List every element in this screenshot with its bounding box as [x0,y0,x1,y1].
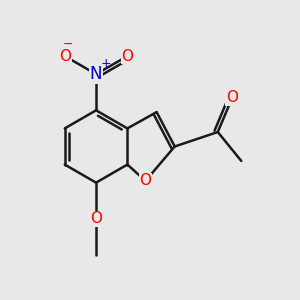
Text: O: O [226,90,238,105]
Text: +: + [100,57,111,70]
Text: O: O [122,49,134,64]
Text: −: − [63,38,73,51]
Text: O: O [59,49,71,64]
Text: N: N [90,65,102,83]
Text: O: O [140,173,152,188]
Text: O: O [90,211,102,226]
